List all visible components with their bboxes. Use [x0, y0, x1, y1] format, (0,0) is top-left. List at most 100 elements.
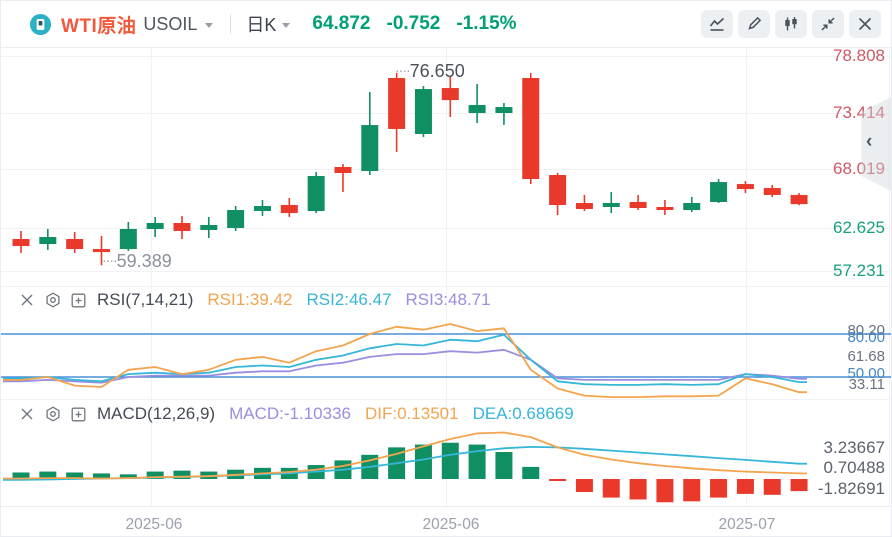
macd-value: MACD:-1.10336	[229, 404, 351, 423]
rsi3-value: RSI3:48.71	[405, 290, 491, 309]
candlestick-chart[interactable]	[1, 48, 892, 286]
candle-body	[736, 184, 754, 190]
candle-body	[334, 166, 352, 174]
candle-body	[388, 78, 406, 129]
macd-histogram-bar	[12, 472, 30, 479]
symbol-dropdown-caret-icon[interactable]	[205, 22, 214, 28]
chart-style-button[interactable]	[775, 10, 807, 38]
period-selector[interactable]: 日K	[246, 15, 277, 35]
rsi2-line	[3, 333, 807, 386]
macd-title: MACD(12,26,9)	[97, 404, 216, 423]
plus-square-icon	[71, 293, 86, 307]
macd-histogram-bar	[200, 471, 218, 479]
macd-histogram-bar	[414, 444, 432, 479]
period-dropdown-caret-icon[interactable]	[282, 22, 291, 28]
rsi-axis-label: 61.68	[847, 348, 885, 365]
candle-body	[602, 202, 620, 208]
candle-body	[119, 228, 137, 250]
macd-histogram-bar	[602, 479, 620, 498]
candle-body	[790, 194, 808, 205]
dea-value: DEA:0.68669	[472, 404, 574, 423]
candle-body	[361, 125, 379, 171]
rsi1-value: RSI1:39.42	[207, 290, 293, 309]
rsi-panel-header: RSI(7,14,21) RSI1:39.42 RSI2:46.47 RSI3:…	[18, 289, 491, 311]
rsi-close-button[interactable]	[18, 292, 35, 309]
candle-body	[200, 224, 218, 230]
macd-histogram-bar	[549, 479, 567, 481]
app-logo-icon	[29, 13, 52, 35]
macd-settings-button[interactable]	[44, 406, 61, 423]
macd-histogram-bar	[736, 479, 754, 494]
price-change: -0.752	[386, 13, 441, 34]
collapse-arrows-icon	[821, 17, 835, 31]
time-axis-label: 2025-06	[125, 516, 183, 533]
macd-histogram-bar	[92, 473, 110, 479]
macd-histogram-bar	[441, 442, 459, 479]
draw-button[interactable]	[738, 10, 770, 38]
macd-histogram-bar	[146, 471, 164, 479]
time-axis-label: 2025-06	[422, 516, 480, 533]
candle-body	[495, 106, 513, 114]
chart-grid	[1, 48, 891, 506]
price-axis-label: 62.625	[833, 218, 885, 237]
candle-body	[656, 207, 674, 211]
candle-body	[66, 239, 84, 250]
last-price: 64.872	[312, 13, 371, 34]
macd-histogram-bar	[763, 479, 781, 495]
gear-icon	[45, 406, 60, 422]
symbol-code: USOIL	[143, 13, 198, 34]
candle-body	[522, 78, 540, 180]
macd-histogram-bar	[522, 466, 540, 479]
rsi1-line	[3, 323, 807, 398]
macd-histogram-bar	[468, 444, 486, 479]
close-chart-button[interactable]	[849, 10, 881, 38]
candle-body	[575, 202, 593, 210]
gear-icon	[45, 292, 60, 308]
macd-add-button[interactable]	[70, 406, 87, 423]
price-axis-label: 78.808	[833, 46, 885, 65]
macd-axis-label: -1.82691	[817, 479, 885, 498]
macd-chart[interactable]	[1, 399, 892, 506]
macd-histogram-bar	[119, 474, 137, 479]
candle-body	[683, 202, 701, 211]
high-annotation: ····76.650	[395, 61, 465, 81]
toolbar	[701, 10, 881, 38]
candle-body	[468, 104, 486, 114]
time-axis-label: 2025-07	[718, 516, 776, 533]
price-axis-label: 68.019	[833, 159, 885, 178]
macd-histogram-bar	[683, 479, 701, 502]
macd-histogram-bar	[656, 479, 674, 503]
indicator-button[interactable]	[701, 10, 733, 38]
rsi2-value: RSI2:46.47	[306, 290, 392, 309]
macd-axis-label: 0.70488	[823, 458, 885, 477]
rsi-axis-label: 80.00	[847, 329, 885, 346]
time-axis: 2025-06 2025-06 2025-07	[1, 506, 891, 536]
plus-square-icon	[71, 407, 86, 421]
candle-body	[307, 176, 325, 212]
pencil-icon	[748, 16, 762, 30]
candle-body	[92, 249, 110, 253]
candle-body	[146, 222, 164, 229]
rsi-chart[interactable]	[1, 288, 892, 399]
macd-close-button[interactable]	[18, 406, 35, 423]
macd-histogram-bar	[575, 479, 593, 493]
price-change-pct: -1.15%	[456, 13, 517, 34]
side-panel-toggle[interactable]: ‹	[861, 97, 891, 191]
collapse-button[interactable]	[812, 10, 844, 38]
price-axis-label: 57.231	[833, 261, 885, 280]
candle-body	[441, 88, 459, 101]
candle-body	[710, 182, 728, 202]
header-divider	[230, 14, 232, 34]
close-icon	[858, 17, 872, 31]
macd-histogram-bar	[66, 472, 84, 479]
rsi-add-button[interactable]	[70, 292, 87, 309]
rsi-axis-label: 80.20	[847, 322, 885, 339]
candle-body	[253, 206, 271, 212]
macd-histogram-bar	[173, 470, 191, 479]
candle-body	[414, 89, 432, 134]
low-annotation: ····59.389	[102, 251, 172, 271]
rsi-settings-button[interactable]	[44, 292, 61, 309]
macd-axis-label: 3.23667	[823, 438, 885, 457]
candle-body	[549, 175, 567, 206]
